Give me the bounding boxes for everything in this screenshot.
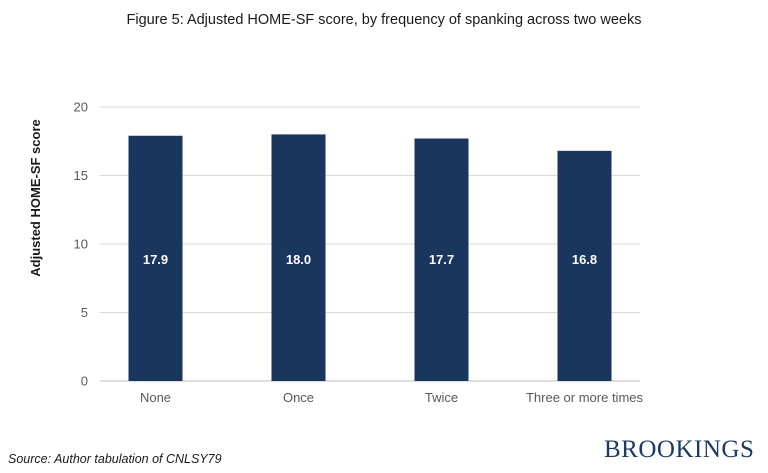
bar-value-label: 16.8 [572,252,597,267]
y-tick-label: 5 [81,305,88,320]
x-tick-label: Twice [425,390,458,405]
brookings-logo: BROOKINGS [604,436,755,463]
x-axis-ticks: None Once Twice Three or more times [140,390,644,405]
y-axis-ticks: 0 5 10 15 20 [74,100,88,389]
bars [128,134,612,381]
bar-value-label: 18.0 [286,252,311,267]
bar [271,134,326,381]
bar [128,135,183,381]
bar-value-label: 17.9 [143,252,168,267]
bar [414,138,469,381]
y-tick-label: 15 [74,168,88,183]
y-tick-label: 0 [81,374,88,389]
source-note: Source: Author tabulation of CNLSY79 [8,452,222,466]
x-tick-label: Three or more times [526,390,644,405]
gridlines [100,106,640,382]
bar [557,150,612,381]
y-axis-label: Adjusted HOME-SF score [28,119,43,276]
y-tick-label: 10 [74,237,88,252]
bar-value-labels: 17.9 18.0 17.7 16.8 [143,252,597,267]
y-tick-label: 20 [74,100,88,115]
x-tick-label: Once [283,390,314,405]
bar-value-label: 17.7 [429,252,454,267]
x-tick-label: None [140,390,171,405]
chart-title: Figure 5: Adjusted HOME-SF score, by fre… [126,12,642,28]
